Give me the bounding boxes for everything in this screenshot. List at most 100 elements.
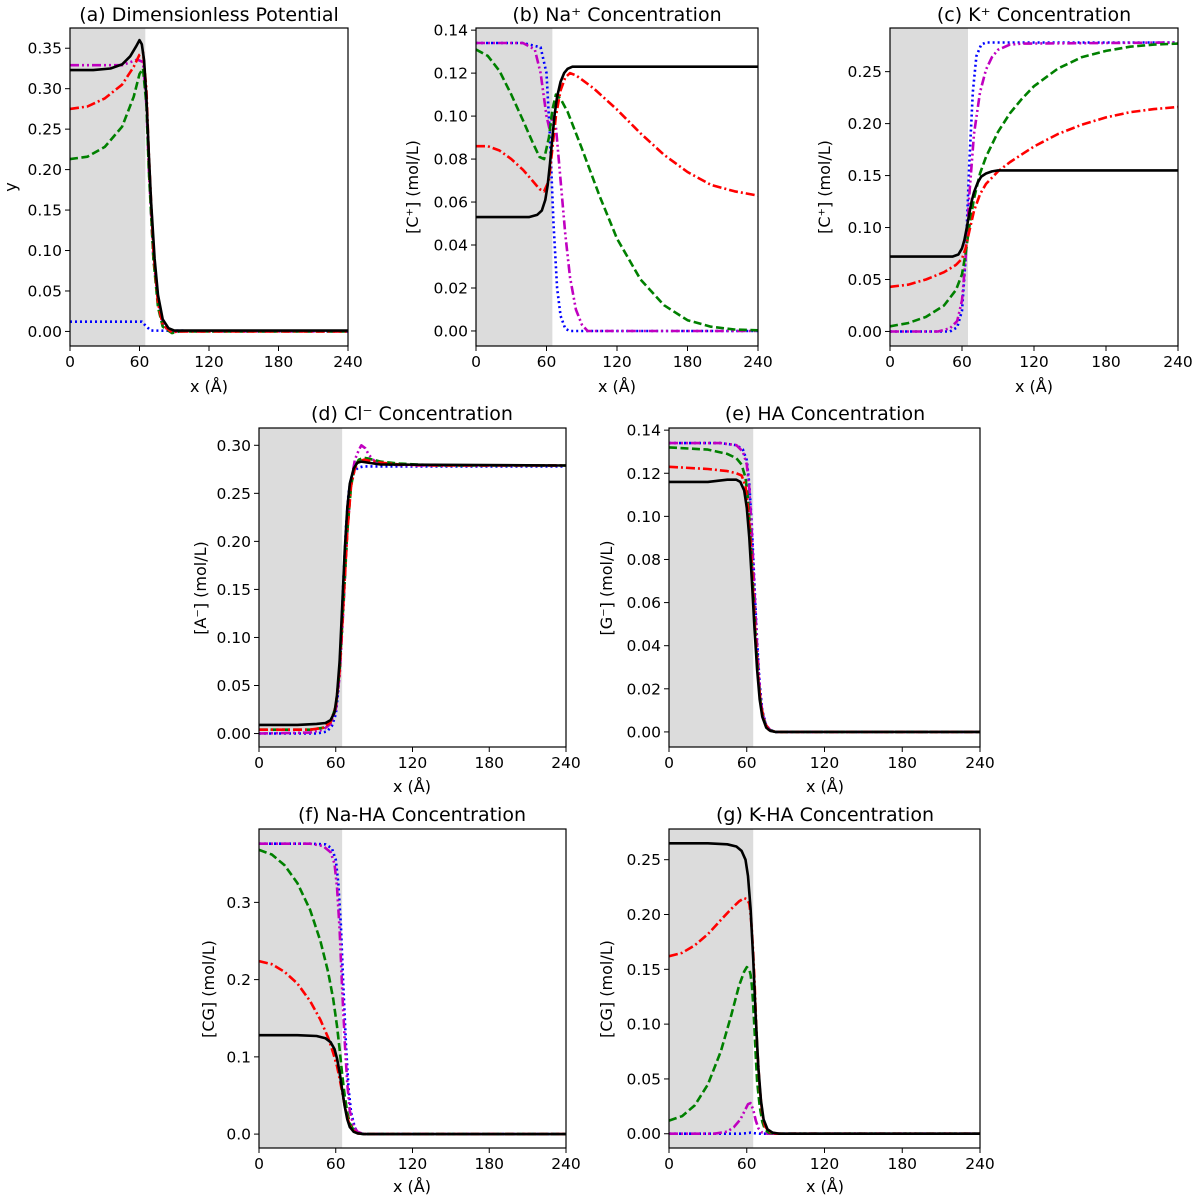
y-axis-label: [CG] (mol/L) <box>199 940 218 1038</box>
y-axis-label: [C⁺] (mol/L) <box>815 140 834 234</box>
series-line-green-dashed <box>259 848 566 1136</box>
series-line-black-solid <box>476 65 758 219</box>
y-tick-label: 0.06 <box>433 194 468 212</box>
y-tick-label: 0.25 <box>27 121 62 139</box>
x-axis-label: x (Å) <box>393 777 431 796</box>
y-tick-label: 0.25 <box>626 851 661 869</box>
y-tick-label: 0.20 <box>27 161 62 179</box>
x-tick-label: 120 <box>810 754 840 772</box>
x-tick-label: 60 <box>737 754 757 772</box>
panel-title: (e) HA Concentration <box>725 403 925 425</box>
series-line-green-dashed <box>890 42 1178 328</box>
y-tick-label: 0.00 <box>433 322 468 340</box>
x-tick-label: 120 <box>398 1155 428 1173</box>
y-tick-label: 0.10 <box>847 219 882 237</box>
series-line-red-dashdot <box>476 71 758 197</box>
panel-d-cl-concentration: (d) Cl⁻ Concentration x (Å) [A⁻] (mol/L)… <box>191 403 581 796</box>
panel-title: (b) Na⁺ Concentration <box>512 4 721 26</box>
y-tick-label: 0.14 <box>433 22 468 40</box>
x-tick-label: 0 <box>65 353 75 371</box>
shaded-region <box>669 829 754 1148</box>
series-line-black-solid <box>669 478 980 734</box>
x-tick-label: 180 <box>887 1155 917 1173</box>
series-line-magenta-dashdotdot <box>890 41 1178 333</box>
x-tick-label: 60 <box>326 1155 346 1173</box>
y-tick-label: 0.00 <box>216 725 251 743</box>
series-line-magenta-dashdotdot <box>259 842 566 1136</box>
y-tick-label: 0.30 <box>216 437 251 455</box>
x-tick-label: 120 <box>810 1155 840 1173</box>
y-tick-label: 0.02 <box>626 680 661 698</box>
y-tick-label: 0.10 <box>433 108 468 126</box>
y-tick-label: 0.2 <box>226 971 251 989</box>
y-axis-label: [CG] (mol/L) <box>597 940 616 1038</box>
series-line-red-dashdot <box>890 105 1178 289</box>
series-line-blue-dotted <box>70 320 348 333</box>
y-tick-label: 0.1 <box>226 1048 251 1066</box>
y-tick-label: 0.25 <box>216 485 251 503</box>
panel-c-k-concentration: (c) K⁺ Concentration x (Å) [C⁺] (mol/L) … <box>815 4 1193 396</box>
x-tick-label: 240 <box>551 1155 581 1173</box>
y-axis-label: [G⁻] (mol/L) <box>597 540 616 635</box>
y-tick-label: 0.00 <box>847 323 882 341</box>
panel-title: (d) Cl⁻ Concentration <box>311 403 513 425</box>
panel-e-ha-concentration: (e) HA Concentration x (Å) [G⁻] (mol/L) … <box>597 403 995 796</box>
x-tick-label: 240 <box>965 1155 995 1173</box>
x-tick-label: 0 <box>664 754 674 772</box>
y-tick-label: 0.3 <box>226 894 251 912</box>
x-tick-label: 120 <box>398 754 428 772</box>
x-tick-label: 180 <box>264 353 294 371</box>
series-line-black-solid <box>890 169 1178 258</box>
y-tick-label: 0.15 <box>216 581 251 599</box>
y-tick-label: 0.30 <box>27 80 62 98</box>
series-line-red-dashdot <box>259 458 566 732</box>
y-tick-label: 0.14 <box>626 422 661 440</box>
panel-a-dimensionless-potential: (a) Dimensionless Potential x (Å) y 0 60 1… <box>1 4 363 396</box>
y-tick-label: 0.00 <box>626 1125 661 1143</box>
panel-title: (g) K-HA Concentration <box>716 804 934 826</box>
panel-f-na-ha-concentration: (f) Na-HA Concentration x (Å) [CG] (mol/… <box>199 804 581 1196</box>
plot-area: 0 60 120 180 240 0.0 0.1 0.2 0.3 <box>226 828 581 1173</box>
x-tick-label: 240 <box>333 353 363 371</box>
series-line-blue-dotted <box>669 1131 980 1135</box>
plot-area: 0 60 120 180 240 0.00 0.05 0.10 0.15 0.20 0.25 0.30… <box>27 27 363 371</box>
x-axis-label: x (Å) <box>1015 377 1053 396</box>
x-axis-label: x (Å) <box>190 377 228 396</box>
y-tick-label: 0.05 <box>27 282 62 300</box>
x-tick-label: 120 <box>1019 353 1049 371</box>
panel-title: (c) K⁺ Concentration <box>937 4 1131 26</box>
x-tick-label: 60 <box>952 353 972 371</box>
x-tick-label: 240 <box>965 754 995 772</box>
y-tick-label: 0.20 <box>626 906 661 924</box>
x-tick-label: 120 <box>194 353 224 371</box>
y-tick-label: 0.15 <box>847 167 882 185</box>
y-tick-label: 0.05 <box>216 677 251 695</box>
series-line-black-solid <box>259 1033 566 1136</box>
x-tick-label: 60 <box>326 754 346 772</box>
x-tick-label: 240 <box>1163 353 1193 371</box>
x-axis-label: x (Å) <box>806 777 844 796</box>
y-tick-label: 0.00 <box>27 323 62 341</box>
y-tick-label: 0.05 <box>626 1070 661 1088</box>
x-tick-label: 0 <box>254 754 264 772</box>
series-line-black-solid <box>259 460 566 727</box>
x-tick-label: 180 <box>474 1155 504 1173</box>
series-line-blue-dotted <box>259 465 566 735</box>
shaded-region <box>476 28 553 346</box>
x-tick-label: 0 <box>471 353 481 371</box>
y-axis-label: [A⁻] (mol/L) <box>191 541 210 635</box>
y-tick-label: 0.08 <box>433 151 468 169</box>
series-line-black-solid <box>70 38 348 332</box>
series-line-red-dashdot <box>70 50 348 334</box>
series-line-black-solid <box>669 841 980 1135</box>
x-tick-label: 60 <box>737 1155 757 1173</box>
y-tick-label: 0.35 <box>27 40 62 58</box>
y-tick-label: 0.06 <box>626 594 661 612</box>
y-axis-label: [C⁺] (mol/L) <box>403 140 422 234</box>
shaded-region <box>70 28 146 346</box>
y-tick-label: 0.0 <box>226 1126 251 1144</box>
panel-g-k-ha-concentration: (g) K-HA Concentration x (Å) [CG] (mol/L… <box>597 804 995 1196</box>
plot-area: 0 60 120 180 240 0.00 0.02 0.04 0.06 0.08 0.10 0.12… <box>433 22 772 371</box>
x-axis-label: x (Å) <box>393 1177 431 1196</box>
